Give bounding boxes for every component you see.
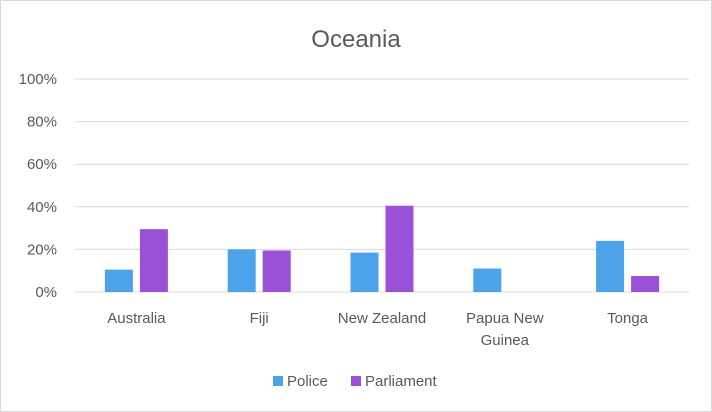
legend: Police Parliament bbox=[273, 373, 438, 390]
bar-parliament bbox=[139, 229, 168, 292]
gridlines bbox=[75, 78, 689, 293]
legend-label-police: Police bbox=[287, 373, 328, 390]
legend-label-parliament: Parliament bbox=[365, 373, 438, 390]
bar-police bbox=[104, 269, 133, 292]
x-category-label: Guinea bbox=[481, 332, 530, 349]
bars bbox=[104, 205, 660, 292]
y-axis-ticks: 0% 20% 40% 60% 80% 100% bbox=[19, 71, 57, 301]
x-category-label: Tonga bbox=[607, 310, 649, 327]
y-tick-label: 100% bbox=[19, 71, 57, 88]
bar-police bbox=[473, 268, 502, 292]
bar-parliament bbox=[262, 250, 291, 292]
legend-swatch-police bbox=[273, 376, 283, 386]
x-category-label: New Zealand bbox=[338, 310, 426, 327]
x-category-label: Australia bbox=[107, 310, 166, 327]
x-axis-categories: Australia Fiji New Zealand Papua New Guinea T… bbox=[107, 310, 648, 349]
bar-parliament bbox=[631, 276, 660, 292]
y-tick-label: 80% bbox=[27, 114, 57, 131]
legend-swatch-parliament bbox=[351, 376, 361, 386]
bar-police bbox=[227, 249, 256, 292]
chart-title: Oceania bbox=[311, 26, 401, 53]
y-tick-label: 60% bbox=[27, 156, 57, 173]
bar-police bbox=[596, 240, 625, 292]
y-tick-label: 20% bbox=[27, 241, 57, 258]
bar-parliament bbox=[385, 205, 414, 292]
x-category-label: Papua New bbox=[466, 310, 544, 327]
y-tick-label: 0% bbox=[35, 284, 57, 301]
bar-police bbox=[350, 252, 379, 292]
y-tick-label: 40% bbox=[27, 199, 57, 216]
x-category-label: Fiji bbox=[250, 310, 269, 327]
